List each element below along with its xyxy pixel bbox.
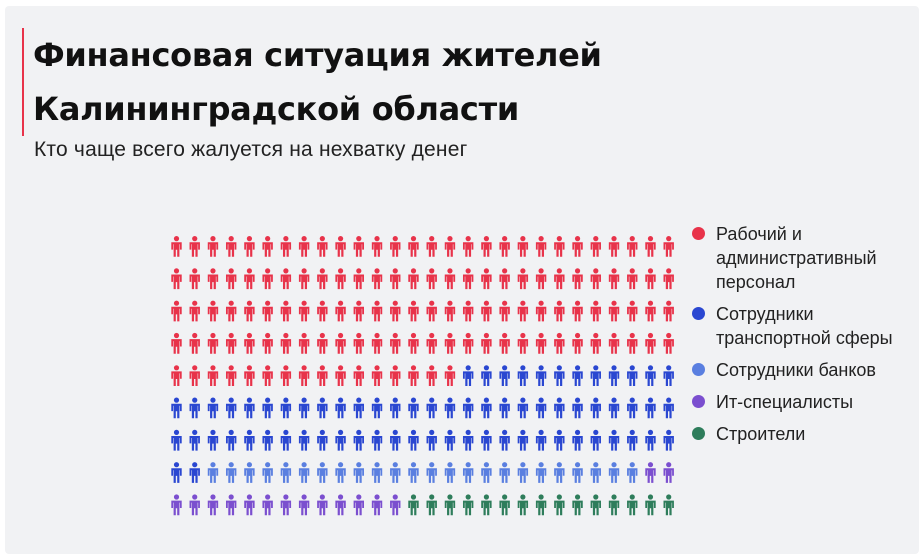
legend-item: Строители xyxy=(692,422,917,446)
legend-label: Сотрудники банков xyxy=(716,360,876,380)
legend-color-dot xyxy=(692,363,705,376)
legend-label: Рабочий и административный персонал xyxy=(716,224,877,292)
legend-label: Ит-специалисты xyxy=(716,392,854,412)
chart-title: Финансовая ситуация жителей Калининградс… xyxy=(33,36,602,128)
chart-card xyxy=(5,6,919,554)
legend-item: Рабочий и административный персонал xyxy=(692,222,917,294)
legend-item: Ит-специалисты xyxy=(692,390,917,414)
legend-color-dot xyxy=(692,227,705,240)
legend-item: Сотрудники банков xyxy=(692,358,917,382)
title-accent-line xyxy=(22,28,24,136)
legend-label: Строители xyxy=(716,424,806,444)
chart-legend: Рабочий и административный персонал Сотру… xyxy=(692,222,917,454)
chart-subtitle: Кто чаще всего жалуется на нехватку дене… xyxy=(34,138,468,161)
legend-color-dot xyxy=(692,307,705,320)
legend-label: Сотрудники транспортной сферы xyxy=(716,304,893,348)
legend-color-dot xyxy=(692,427,705,440)
legend-color-dot xyxy=(692,395,705,408)
legend-item: Сотрудники транспортной сферы xyxy=(692,302,917,350)
